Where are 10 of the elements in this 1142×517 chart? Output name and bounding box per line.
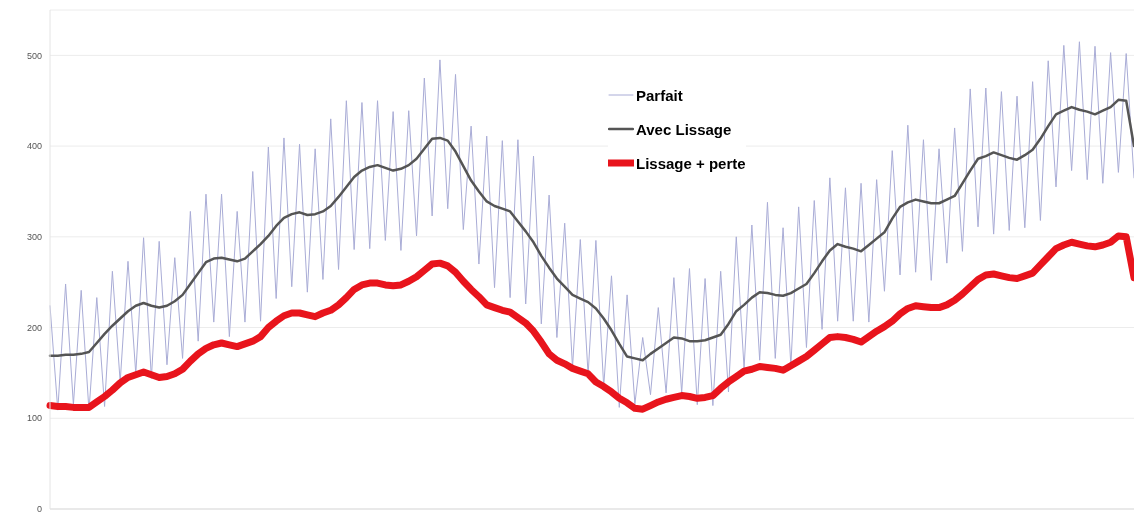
legend-label: Parfait — [636, 86, 683, 104]
legend-label: Avec Lissage — [636, 120, 732, 138]
y-tick-label: 200 — [26, 322, 42, 333]
y-tick-label: 300 — [26, 232, 42, 243]
line-series — [49, 41, 1134, 412]
legend-label: Lissage + perte — [636, 154, 746, 172]
y-tick-label: 400 — [26, 141, 42, 152]
y-tick-label: 0 — [36, 504, 42, 515]
y-tick-label: 100 — [26, 413, 42, 424]
y-tick-label: 500 — [26, 50, 42, 61]
